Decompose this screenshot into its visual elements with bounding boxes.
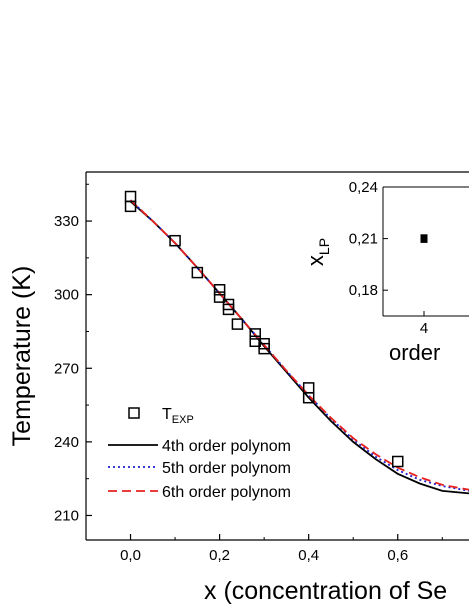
- series-lines: [129, 199, 469, 495]
- legend-label: 4th order polynom: [162, 438, 291, 455]
- data-point: [213, 284, 226, 296]
- data-point: [249, 328, 261, 340]
- x-tick-label: 0,6: [387, 547, 408, 564]
- y-tick-label: 270: [54, 360, 79, 377]
- data-point: [249, 335, 261, 348]
- legend-marker: [128, 407, 140, 419]
- inset-y-tick-label: 0,18: [349, 282, 378, 299]
- inset-x-tick-label: 4: [420, 320, 428, 337]
- x-axis-title: x (concentration of Se: [204, 577, 447, 605]
- data-point: [124, 190, 137, 203]
- y-tick-label: 300: [54, 287, 79, 304]
- inset-y-tick-label: 0,21: [349, 231, 378, 248]
- inset-y-tick-label: 0,24: [349, 179, 378, 196]
- data-point: [169, 234, 181, 247]
- inset-data-point: [420, 234, 428, 243]
- inset-x-axis-title: order: [389, 340, 440, 365]
- main-plot: 210 240 270 300 330 0,0 0,2 0,4 0,6 Temperature…: [8, 171, 469, 605]
- inset-y-axis-title: xLP: [303, 238, 332, 266]
- inset-y-ticks: 0,24 0,21 0,18: [349, 179, 388, 299]
- legend: TEXP 4th order polynom 5th order polynom 6t…: [108, 406, 291, 501]
- x-axis-ticks: 0,0 0,2 0,4 0,6: [85, 534, 443, 564]
- inset-x-ticks: 4: [420, 311, 428, 337]
- x-tick-label: 0,0: [120, 547, 141, 564]
- data-point: [222, 303, 235, 316]
- data-point: [191, 266, 204, 279]
- series-markers: [124, 190, 404, 468]
- y-tick-label: 330: [54, 213, 79, 230]
- y-axis-ticks: 210 240 270 300 330: [54, 183, 92, 524]
- data-point: [124, 200, 137, 213]
- series-line-6th-order-polynom: [129, 199, 469, 491]
- legend-label: 5th order polynom: [162, 460, 291, 477]
- data-point: [258, 342, 270, 355]
- inset-points: [420, 234, 428, 243]
- y-tick-label: 240: [54, 434, 79, 451]
- data-point: [213, 291, 226, 303]
- y-axis-title: Temperature (K): [8, 266, 36, 447]
- legend-label: TEXP: [162, 406, 194, 426]
- y-tick-label: 210: [54, 507, 79, 524]
- inset-plot: 0,24 0,21 0,18 4 xLP order: [303, 179, 469, 365]
- data-point: [302, 391, 315, 404]
- x-tick-label: 0,2: [209, 547, 230, 564]
- legend-label: 6th order polynom: [162, 484, 291, 501]
- x-tick-label: 0,4: [298, 547, 319, 564]
- data-point: [231, 318, 244, 330]
- data-point: [391, 455, 404, 468]
- inset-background: [383, 187, 469, 316]
